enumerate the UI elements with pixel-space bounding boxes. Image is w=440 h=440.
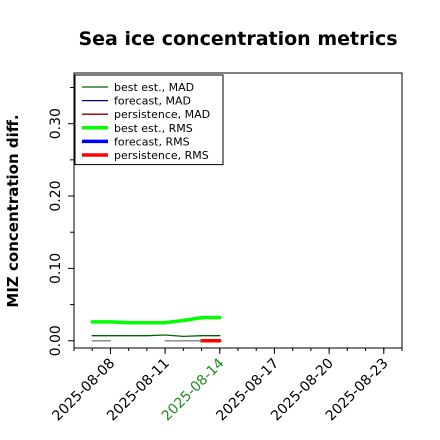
legend-label: best est., RMS bbox=[114, 122, 193, 135]
legend-box bbox=[74, 74, 224, 166]
x-ticks: 2025-08-082025-08-112025-08-142025-08-17… bbox=[49, 348, 403, 424]
y-axis-label: MIZ concentration diff. bbox=[4, 114, 22, 307]
y-tick-label: 0.00 bbox=[48, 325, 64, 356]
series-layer bbox=[90, 315, 222, 343]
series-line-0 bbox=[91, 334, 221, 338]
y-tick-label: 0.30 bbox=[48, 108, 64, 139]
legend-label: forecast, MAD bbox=[114, 95, 191, 108]
legend-label: persistence, RMS bbox=[114, 149, 209, 162]
y-tick-label: 0.10 bbox=[48, 253, 64, 284]
legend-label: best est., MAD bbox=[114, 81, 194, 94]
series-line-3 bbox=[90, 315, 222, 325]
y-ticks: 0.00 0.10 0.20 0.30 bbox=[48, 86, 74, 356]
chart-title: Sea ice concentration metrics bbox=[78, 28, 397, 50]
legend-label: persistence, MAD bbox=[114, 108, 210, 121]
y-tick-label: 0.20 bbox=[48, 180, 64, 211]
plot-frame bbox=[73, 72, 403, 349]
legend-label: forecast, RMS bbox=[114, 135, 190, 148]
